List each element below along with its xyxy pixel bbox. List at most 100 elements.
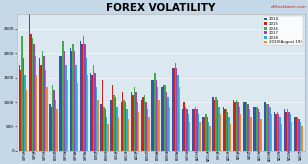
Bar: [132, 95, 134, 151]
Bar: [261, 119, 262, 151]
Bar: [285, 112, 287, 151]
Bar: [42, 51, 43, 151]
Bar: [131, 92, 132, 151]
Bar: [183, 102, 185, 151]
Bar: [274, 112, 275, 151]
Bar: [197, 109, 198, 151]
Bar: [245, 102, 246, 151]
Bar: [163, 85, 164, 151]
Bar: [147, 109, 148, 151]
Bar: [43, 56, 45, 151]
Bar: [148, 117, 150, 151]
Bar: [264, 102, 265, 151]
Bar: [81, 43, 83, 151]
Bar: [59, 56, 61, 151]
Bar: [186, 109, 188, 151]
Bar: [71, 51, 72, 151]
Bar: [287, 109, 288, 151]
Bar: [247, 104, 249, 151]
Bar: [103, 107, 104, 151]
Bar: [167, 97, 168, 151]
Bar: [83, 36, 84, 151]
Bar: [36, 75, 37, 151]
Bar: [173, 68, 175, 151]
Bar: [135, 92, 136, 151]
Bar: [86, 58, 87, 151]
Bar: [97, 100, 99, 151]
Bar: [223, 107, 224, 151]
Bar: [193, 109, 195, 151]
Bar: [177, 75, 179, 151]
Bar: [102, 80, 103, 151]
Bar: [116, 107, 118, 151]
Bar: [168, 107, 170, 151]
Bar: [199, 122, 201, 151]
Bar: [179, 87, 180, 151]
Bar: [33, 43, 34, 151]
Bar: [240, 114, 241, 151]
Bar: [125, 102, 126, 151]
Bar: [113, 95, 115, 151]
Bar: [230, 124, 231, 151]
Bar: [49, 104, 51, 151]
Bar: [118, 117, 119, 151]
Bar: [151, 80, 153, 151]
Bar: [39, 58, 40, 151]
Bar: [158, 100, 160, 151]
Bar: [233, 100, 234, 151]
Bar: [62, 41, 64, 151]
Bar: [204, 117, 205, 151]
Bar: [192, 109, 193, 151]
Bar: [51, 107, 52, 151]
Bar: [121, 102, 122, 151]
Bar: [84, 43, 86, 151]
Bar: [278, 114, 279, 151]
Bar: [265, 102, 266, 151]
Bar: [77, 82, 78, 151]
Bar: [52, 85, 54, 151]
Bar: [72, 43, 74, 151]
Bar: [239, 107, 240, 151]
Bar: [253, 107, 255, 151]
Bar: [96, 87, 97, 151]
Bar: [115, 97, 116, 151]
Bar: [255, 107, 256, 151]
Bar: [284, 109, 285, 151]
Bar: [213, 97, 214, 151]
Bar: [215, 97, 217, 151]
Bar: [128, 119, 129, 151]
Bar: [269, 107, 271, 151]
Bar: [188, 114, 189, 151]
Bar: [281, 124, 282, 151]
Bar: [209, 126, 211, 151]
Bar: [153, 80, 154, 151]
Bar: [291, 122, 293, 151]
Bar: [294, 117, 296, 151]
Bar: [290, 114, 291, 151]
Bar: [297, 117, 298, 151]
Bar: [214, 100, 215, 151]
Bar: [80, 41, 81, 151]
Bar: [55, 100, 56, 151]
Bar: [30, 34, 32, 151]
Bar: [74, 51, 75, 151]
Bar: [32, 38, 33, 151]
Bar: [90, 73, 91, 151]
Bar: [176, 68, 177, 151]
Bar: [202, 117, 204, 151]
Bar: [229, 117, 230, 151]
Text: efftootkarei.com: efftootkarei.com: [270, 5, 306, 9]
Bar: [64, 51, 65, 151]
Bar: [124, 100, 125, 151]
Bar: [275, 114, 277, 151]
Bar: [20, 70, 22, 151]
Bar: [172, 68, 173, 151]
Bar: [271, 114, 272, 151]
Bar: [91, 75, 93, 151]
Bar: [182, 109, 183, 151]
Bar: [29, 13, 30, 151]
Bar: [268, 104, 269, 151]
Bar: [34, 56, 36, 151]
Bar: [46, 87, 47, 151]
Bar: [141, 100, 143, 151]
